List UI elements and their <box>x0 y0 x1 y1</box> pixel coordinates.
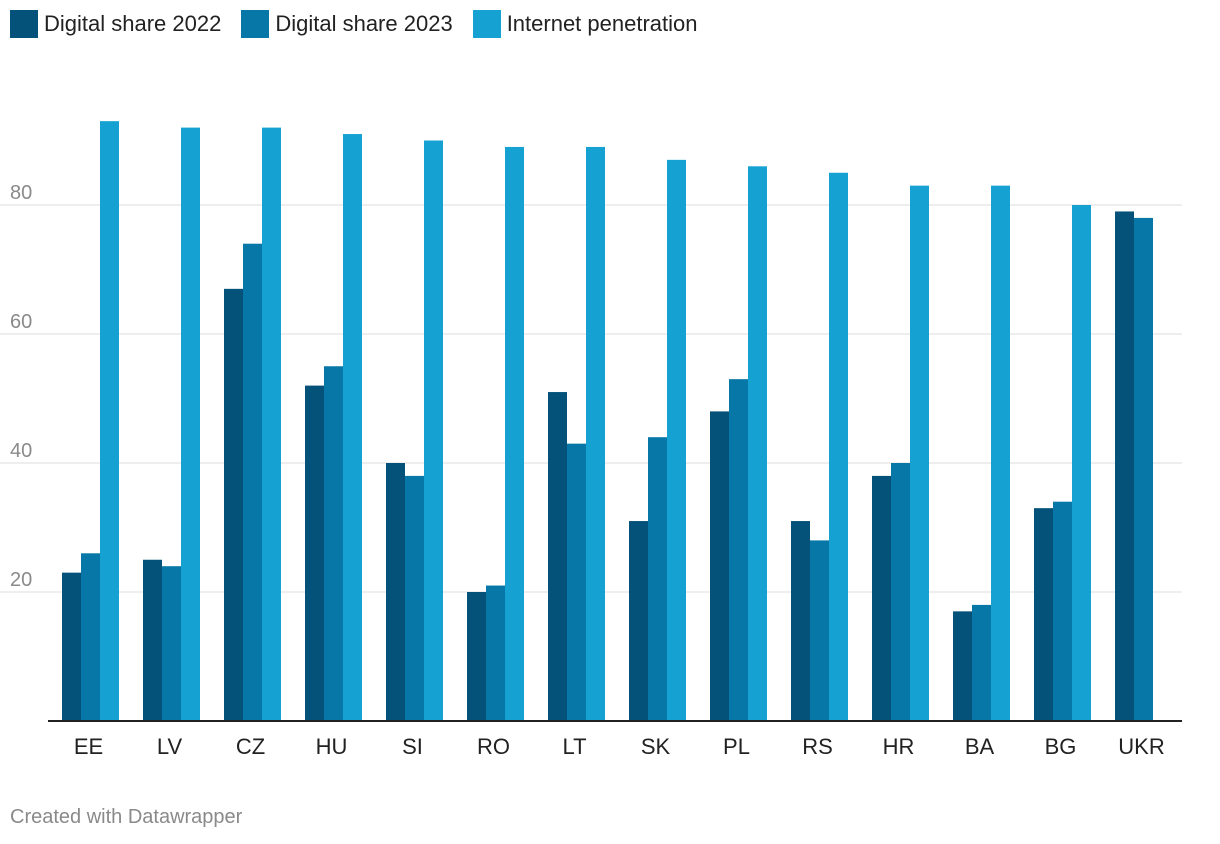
x-tick-label-ee: EE <box>74 734 103 759</box>
bar-lt-2 <box>567 443 586 721</box>
bar-hr-2 <box>891 463 910 721</box>
bar-chart: 20 40 60 80 EE LV CZ HU SI RO LT SK PL RS HR BA BG UKR <box>0 121 1182 759</box>
bar-ba-3 <box>991 185 1010 721</box>
legend-item-digital-share-2023: Digital share 2023 <box>241 10 453 38</box>
bar-cz-3 <box>262 127 281 722</box>
bar-rs-2 <box>810 540 829 721</box>
legend-item-internet-penetration: Internet penetration <box>472 10 698 38</box>
legend-label-2022: Digital share 2022 <box>44 11 222 36</box>
x-tick-label-bg: BG <box>1045 734 1077 759</box>
bar-ro-2 <box>486 585 505 721</box>
bar-bg-2 <box>1053 501 1072 721</box>
bar-si-1 <box>386 463 405 721</box>
bar-bg-3 <box>1072 205 1091 721</box>
bar-cz-1 <box>224 288 243 721</box>
y-tick-label-20: 20 <box>10 569 32 591</box>
bar-ee-3 <box>100 121 119 721</box>
x-tick-label-lv: LV <box>157 734 183 759</box>
bar-hr-3 <box>910 185 929 721</box>
legend-label-internet: Internet penetration <box>506 11 698 36</box>
bar-sk-1 <box>629 521 648 721</box>
bar-ro-3 <box>505 146 524 721</box>
bar-ba-2 <box>972 604 991 721</box>
x-tick-label-ukr: UKR <box>1118 734 1164 759</box>
bar-lv-3 <box>181 127 200 722</box>
bar-hu-2 <box>324 366 343 721</box>
x-tick-label-cz: CZ <box>236 734 265 759</box>
bar-hu-1 <box>305 385 324 721</box>
legend-label-2023: Digital share 2023 <box>275 11 453 36</box>
bar-si-3 <box>424 140 443 721</box>
x-tick-label-pl: PL <box>723 734 750 759</box>
bar-rs-1 <box>791 521 810 721</box>
bar-ba-1 <box>953 611 972 721</box>
bar-pl-3 <box>748 166 767 722</box>
chart-legend: Digital share 2022 Digital share 2023 In… <box>10 10 698 38</box>
bar-sk-2 <box>648 437 667 721</box>
bar-ro-1 <box>467 592 486 721</box>
bar-pl-2 <box>729 379 748 721</box>
bar-lt-1 <box>548 392 567 721</box>
legend-swatch-internet <box>472 10 501 38</box>
footer-credit: Created with Datawrapper <box>10 806 243 828</box>
x-tick-label-rs: RS <box>802 734 833 759</box>
bar-sk-3 <box>667 159 686 722</box>
bar-lt-3 <box>586 146 605 721</box>
legend-item-digital-share-2022: Digital share 2022 <box>10 10 221 38</box>
x-tick-label-hu: HU <box>316 734 348 759</box>
x-tick-label-ba: BA <box>965 734 995 759</box>
bar-cz-2 <box>243 243 262 721</box>
bar-ee-1 <box>62 572 81 721</box>
x-tick-label-sk: SK <box>641 734 671 759</box>
y-tick-label-80: 80 <box>10 182 32 204</box>
bar-bg-1 <box>1034 508 1053 721</box>
x-tick-label-hr: HR <box>883 734 915 759</box>
x-tick-label-lt: LT <box>562 734 586 759</box>
y-tick-label-40: 40 <box>10 440 32 462</box>
bar-ukr-1 <box>1115 211 1134 721</box>
bar-si-2 <box>405 475 424 721</box>
bar-pl-1 <box>710 411 729 721</box>
bar-hr-1 <box>872 475 891 721</box>
x-tick-label-si: SI <box>402 734 423 759</box>
y-tick-label-60: 60 <box>10 311 32 333</box>
bar-lv-2 <box>162 566 181 721</box>
x-tick-label-ro: RO <box>477 734 510 759</box>
legend-swatch-2022 <box>10 10 38 38</box>
bar-ukr-2 <box>1134 217 1153 721</box>
legend-swatch-2023 <box>241 10 270 38</box>
bar-lv-1 <box>143 559 162 721</box>
bar-rs-3 <box>829 172 848 721</box>
bar-hu-3 <box>343 134 362 722</box>
bar-ee-2 <box>81 553 100 721</box>
